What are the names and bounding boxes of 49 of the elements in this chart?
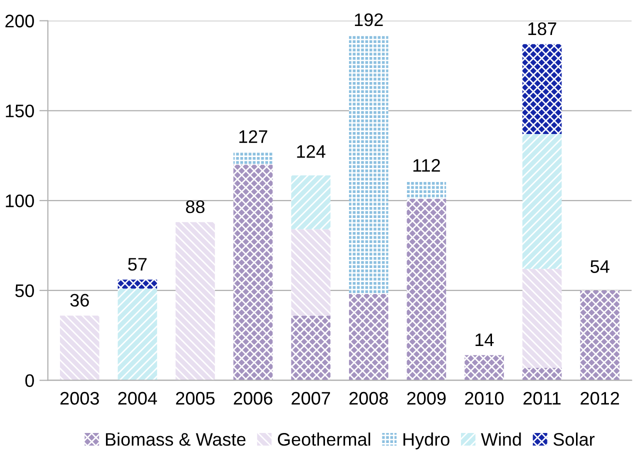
legend-label: Solar bbox=[554, 432, 595, 446]
annotation: 54 bbox=[590, 260, 610, 273]
x-tick-label: 2008 bbox=[349, 392, 388, 405]
bar bbox=[522, 268, 562, 368]
bar bbox=[580, 290, 620, 380]
bar bbox=[406, 198, 446, 380]
annotation: 124 bbox=[297, 145, 326, 158]
legend-label: Biomass & Waste bbox=[106, 432, 246, 446]
bar bbox=[348, 294, 388, 380]
bar bbox=[291, 229, 330, 316]
x-tick-label: 2011 bbox=[524, 392, 561, 405]
bar bbox=[522, 134, 562, 269]
bar bbox=[348, 35, 388, 294]
total-label: 14 bbox=[476, 334, 494, 346]
total-label: 112 bbox=[413, 159, 440, 172]
y-tick-label: 100 bbox=[6, 194, 34, 208]
bar bbox=[291, 316, 330, 380]
x-tick-label: 2003 bbox=[60, 392, 99, 405]
x-tick-label: 2006 bbox=[234, 392, 272, 405]
y-tick-label: 200 bbox=[5, 14, 34, 28]
x-tick-label: 2004 bbox=[118, 392, 157, 405]
bar bbox=[233, 152, 273, 165]
x-tick-label: 2010 bbox=[465, 392, 504, 405]
bar bbox=[118, 280, 158, 289]
bar bbox=[522, 368, 562, 380]
total-label: 192 bbox=[354, 13, 383, 26]
x-tick-label: 2005 bbox=[176, 392, 215, 405]
y-tick-label: 50 bbox=[15, 284, 34, 298]
x-tick-label: 2007 bbox=[292, 392, 330, 405]
legend-label: Wind bbox=[480, 432, 521, 446]
bar bbox=[464, 355, 504, 380]
bar bbox=[522, 44, 562, 134]
legend-label: Geothermal bbox=[278, 432, 370, 446]
total-label: 127 bbox=[239, 130, 268, 143]
y-tick-label: 0 bbox=[25, 374, 34, 388]
total-label: 187 bbox=[528, 22, 556, 36]
bar bbox=[233, 164, 273, 380]
bar bbox=[406, 180, 446, 199]
total-label: 57 bbox=[128, 258, 147, 271]
total-label: 36 bbox=[70, 294, 89, 307]
bar bbox=[60, 316, 100, 380]
x-tick-label: 2012 bbox=[580, 392, 620, 405]
bar bbox=[176, 222, 215, 380]
legend-label: Hydro bbox=[403, 432, 450, 450]
total-label: 88 bbox=[186, 200, 204, 214]
bar bbox=[118, 288, 158, 380]
y-tick-label: 150 bbox=[6, 104, 34, 118]
bar bbox=[291, 175, 330, 230]
x-tick-label: 2009 bbox=[407, 392, 446, 405]
